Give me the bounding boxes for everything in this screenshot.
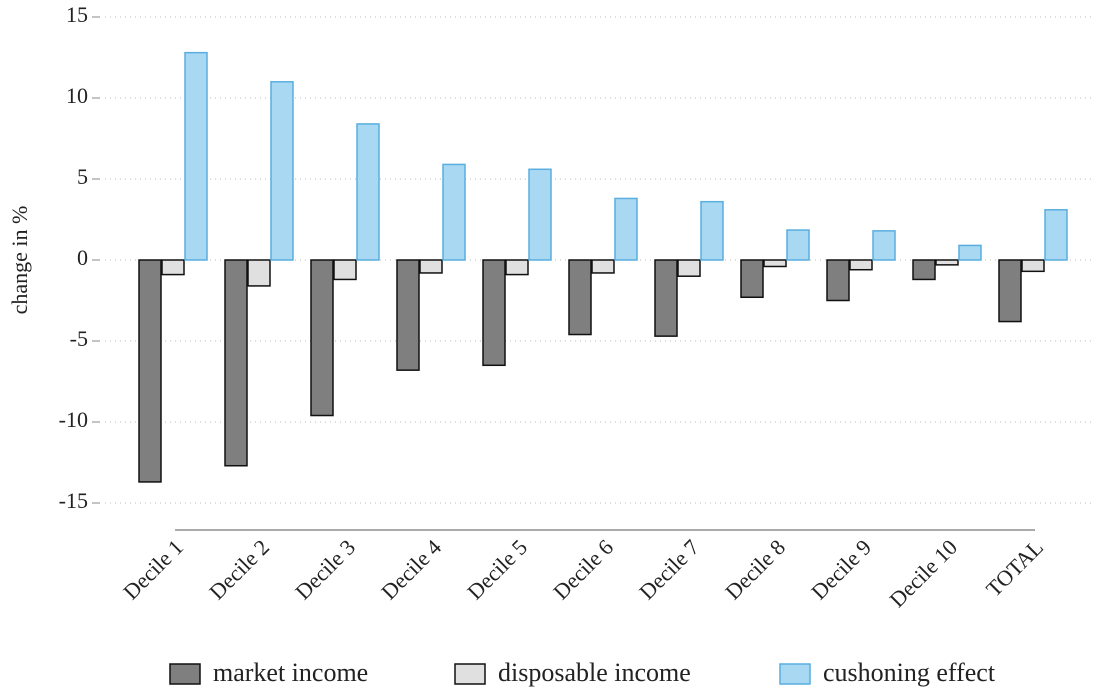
bar — [912, 259, 936, 281]
y-tick-label: 10 — [66, 83, 88, 108]
legend-label: market income — [213, 658, 368, 687]
y-tick-label: 0 — [77, 245, 88, 270]
bar — [826, 259, 850, 302]
bar — [270, 81, 294, 261]
x-tick-label: TOTAL — [981, 534, 1048, 601]
bar — [568, 259, 592, 336]
bar — [998, 259, 1022, 323]
x-tick-label: Decile 9 — [806, 534, 876, 604]
bar — [591, 259, 615, 274]
bar — [356, 123, 380, 261]
legend-label: cushoning effect — [823, 658, 996, 687]
y-tick-label: 5 — [77, 164, 88, 189]
legend-label: disposable income — [498, 658, 691, 687]
bar — [310, 259, 334, 417]
legend-swatch — [169, 663, 201, 685]
bar — [614, 197, 638, 261]
x-tick-label: Decile 3 — [290, 534, 360, 604]
bar — [482, 259, 506, 367]
bar — [677, 259, 701, 277]
x-tick-label: Decile 7 — [634, 534, 704, 604]
bar — [224, 259, 248, 467]
x-tick-label: Decile 1 — [118, 534, 188, 604]
y-axis-label: change in % — [7, 206, 32, 315]
bar — [333, 259, 357, 281]
bar — [184, 51, 208, 261]
y-tick-label: -5 — [70, 326, 88, 351]
bar — [528, 168, 552, 261]
bar — [1021, 259, 1045, 273]
x-tick-label: Decile 5 — [462, 534, 532, 604]
bar — [442, 163, 466, 261]
bar — [419, 259, 443, 274]
bar — [161, 259, 185, 276]
y-tick-label: -10 — [59, 407, 88, 432]
bar — [763, 259, 787, 268]
bar — [505, 259, 529, 276]
legend-swatch — [454, 663, 486, 685]
bar — [872, 230, 896, 261]
bar — [786, 229, 810, 261]
bar — [138, 259, 162, 483]
legend-swatch — [779, 663, 811, 685]
bar — [958, 244, 982, 261]
x-tick-label: Decile 6 — [548, 534, 618, 604]
y-tick-label: 15 — [66, 2, 88, 27]
bar — [1044, 209, 1068, 261]
bar — [935, 259, 959, 266]
bar — [849, 259, 873, 271]
y-tick-label: -15 — [59, 488, 88, 513]
bar — [654, 259, 678, 337]
x-tick-label: Decile 10 — [884, 534, 962, 612]
x-tick-label: Decile 2 — [204, 534, 274, 604]
x-tick-label: Decile 8 — [720, 534, 790, 604]
bar — [740, 259, 764, 299]
bar — [247, 259, 271, 287]
bar — [396, 259, 420, 371]
bar — [700, 200, 724, 261]
x-tick-label: Decile 4 — [376, 534, 446, 604]
